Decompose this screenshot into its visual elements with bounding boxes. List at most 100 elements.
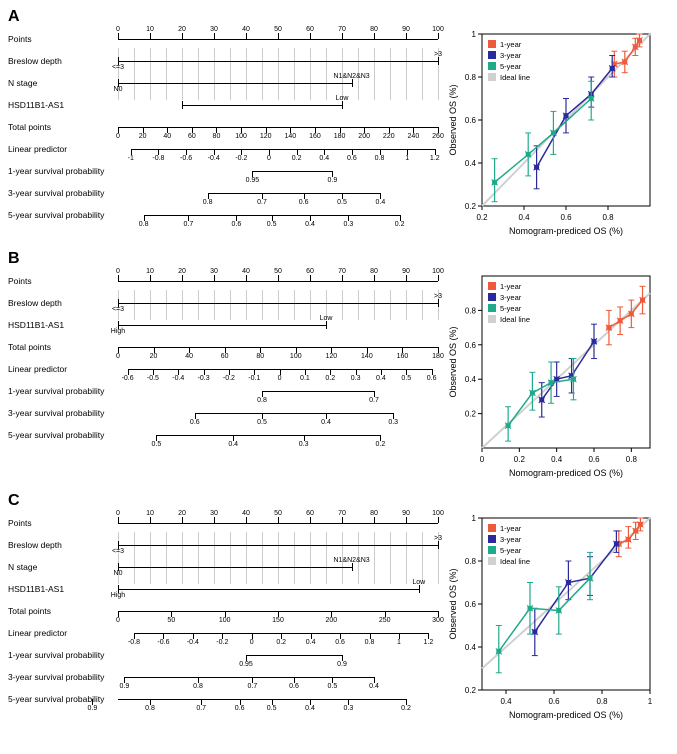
svg-text:5-year: 5-year	[500, 546, 522, 555]
nomo-row: 1-year survival probability0.950.9	[8, 644, 438, 666]
svg-text:0.4: 0.4	[500, 697, 512, 706]
svg-text:0.2: 0.2	[465, 202, 477, 211]
svg-text:0.8: 0.8	[465, 73, 477, 82]
svg-text:0.8: 0.8	[602, 213, 614, 222]
row-label: Total points	[8, 342, 118, 352]
panel-label: C	[8, 492, 669, 510]
row-label: HSD11B1-AS1	[8, 100, 118, 110]
svg-text:1: 1	[648, 697, 653, 706]
svg-text:0.4: 0.4	[518, 213, 530, 222]
nomo-row: 3-year survival probability0.80.70.60.50…	[8, 182, 438, 204]
row-label: N stage	[8, 562, 118, 572]
nomo-row: Linear predictor-0.8-0.6-0.4-0.200.20.40…	[8, 622, 438, 644]
nomo-row: Points0102030405060708090100	[8, 270, 438, 292]
row-label: 1-year survival probability	[8, 386, 118, 396]
nomo-row: N stageN0N1&N2&N3	[8, 72, 438, 94]
svg-text:0.8: 0.8	[626, 455, 638, 464]
svg-text:3-year: 3-year	[500, 535, 522, 544]
svg-text:1: 1	[472, 514, 477, 523]
calibration-plot-A: 0.20.40.60.80.20.40.60.81Nomogram-predic…	[446, 28, 656, 238]
svg-text:0: 0	[480, 455, 485, 464]
svg-text:0.6: 0.6	[548, 697, 560, 706]
svg-text:0.6: 0.6	[588, 455, 600, 464]
svg-text:Ideal line: Ideal line	[500, 73, 530, 82]
svg-text:0.2: 0.2	[465, 686, 477, 695]
nomo-row: 1-year survival probability0.950.9	[8, 160, 438, 182]
svg-text:0.6: 0.6	[560, 213, 572, 222]
row-label: Linear predictor	[8, 628, 118, 638]
svg-text:0.2: 0.2	[465, 410, 477, 419]
svg-text:Nomogram-prediced OS (%): Nomogram-prediced OS (%)	[509, 226, 623, 236]
row-label: HSD11B1-AS1	[8, 584, 118, 594]
nomogram-C: Points0102030405060708090100Breslow dept…	[8, 512, 438, 722]
nomo-row: Points0102030405060708090100	[8, 512, 438, 534]
svg-text:0.4: 0.4	[465, 643, 477, 652]
panel-label: B	[8, 250, 669, 268]
nomo-row: HSD11B1-AS1HighLow	[8, 578, 438, 600]
row-label: Linear predictor	[8, 144, 118, 154]
nomo-row: 5-year survival probability0.90.80.70.60…	[8, 688, 438, 710]
svg-text:Nomogram-prediced OS (%): Nomogram-prediced OS (%)	[509, 710, 623, 720]
nomo-row: 3-year survival probability0.60.50.40.3	[8, 402, 438, 424]
nomo-row: Breslow depth<=3>3	[8, 292, 438, 314]
svg-text:0.6: 0.6	[465, 116, 477, 125]
nomo-row: 3-year survival probability0.90.80.70.60…	[8, 666, 438, 688]
nomogram-A: Points0102030405060708090100Breslow dept…	[8, 28, 438, 238]
panel-A: APoints0102030405060708090100Breslow dep…	[8, 8, 669, 238]
row-label: Points	[8, 276, 118, 286]
svg-text:Ideal line: Ideal line	[500, 315, 530, 324]
nomo-row: HSD11B1-AS1Low	[8, 94, 438, 116]
svg-text:0.8: 0.8	[596, 697, 608, 706]
panel-C: CPoints0102030405060708090100Breslow dep…	[8, 492, 669, 722]
svg-text:0.6: 0.6	[465, 341, 477, 350]
nomogram-B: Points0102030405060708090100Breslow dept…	[8, 270, 438, 480]
svg-text:0.2: 0.2	[514, 455, 526, 464]
svg-text:0.6: 0.6	[465, 600, 477, 609]
panel-B: BPoints0102030405060708090100Breslow dep…	[8, 250, 669, 480]
row-label: 5-year survival probability	[8, 210, 118, 220]
row-label: Breslow depth	[8, 56, 118, 66]
nomo-row: 5-year survival probability0.50.40.30.2	[8, 424, 438, 446]
row-label: Breslow depth	[8, 540, 118, 550]
nomo-row: Linear predictor-0.6-0.5-0.4-0.3-0.2-0.1…	[8, 358, 438, 380]
row-label: 5-year survival probability	[8, 694, 118, 704]
row-label: 3-year survival probability	[8, 672, 118, 682]
svg-text:0.8: 0.8	[465, 557, 477, 566]
svg-text:Observed OS (%): Observed OS (%)	[448, 84, 458, 155]
calibration-plot-C: 0.4 0.6 0.8 1 0.2 0.4 0.6 0.8 1 Nomogram-prediced…	[446, 512, 656, 722]
svg-text:0.4: 0.4	[465, 375, 477, 384]
nomo-row: Total points0204060801001201401601802002…	[8, 116, 438, 138]
row-label: 1-year survival probability	[8, 650, 118, 660]
svg-text:0.4: 0.4	[551, 455, 563, 464]
svg-text:1-year: 1-year	[500, 524, 522, 533]
svg-text:3-year: 3-year	[500, 293, 522, 302]
nomo-row: Points0102030405060708090100	[8, 28, 438, 50]
nomo-row: Breslow depth<=3>3	[8, 534, 438, 556]
svg-text:0.4: 0.4	[465, 159, 477, 168]
panel-label: A	[8, 8, 669, 26]
nomo-row: Total points050100150200250300	[8, 600, 438, 622]
svg-text:Observed OS (%): Observed OS (%)	[448, 568, 458, 639]
nomo-row: 5-year survival probability0.80.70.60.50…	[8, 204, 438, 226]
row-label: 5-year survival probability	[8, 430, 118, 440]
svg-text:Observed OS (%): Observed OS (%)	[448, 326, 458, 397]
nomo-row: Breslow depth<=3>3	[8, 50, 438, 72]
row-label: Total points	[8, 606, 118, 616]
svg-text:0.2: 0.2	[476, 213, 488, 222]
svg-text:0.8: 0.8	[465, 306, 477, 315]
svg-text:3-year: 3-year	[500, 51, 522, 60]
row-label: N stage	[8, 78, 118, 88]
row-label: HSD11B1-AS1	[8, 320, 118, 330]
svg-text:5-year: 5-year	[500, 62, 522, 71]
row-label: 1-year survival probability	[8, 166, 118, 176]
row-label: Points	[8, 34, 118, 44]
svg-text:1-year: 1-year	[500, 40, 522, 49]
calibration-plot-B: 00.20.40.60.80.20.40.60.8Nomogram-predic…	[446, 270, 656, 480]
row-label: 3-year survival probability	[8, 408, 118, 418]
svg-text:Nomogram-prediced OS (%): Nomogram-prediced OS (%)	[509, 468, 623, 478]
svg-text:Ideal line: Ideal line	[500, 557, 530, 566]
nomo-row: N stageN0N1&N2&N3	[8, 556, 438, 578]
nomo-row: Linear predictor-1-0.8-0.6-0.4-0.200.20.…	[8, 138, 438, 160]
row-label: Breslow depth	[8, 298, 118, 308]
nomo-row: 1-year survival probability0.80.7	[8, 380, 438, 402]
